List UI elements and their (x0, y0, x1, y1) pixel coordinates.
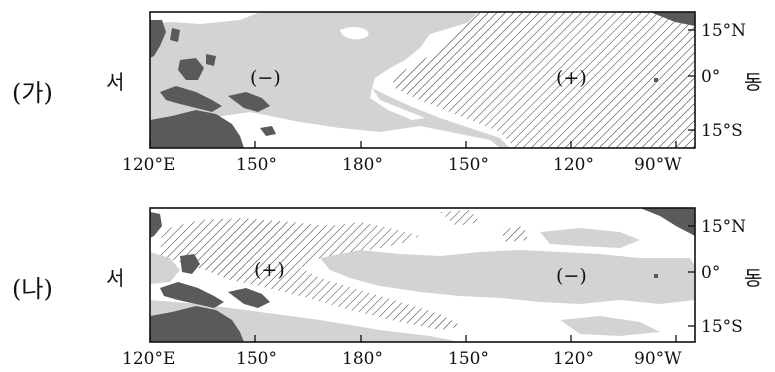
positive-anomaly-region (392, 12, 695, 148)
negative-anomaly-region (320, 250, 695, 304)
lat-tick-label: 15°S (701, 317, 743, 337)
lat-tick-label: 15°N (701, 217, 746, 237)
lon-tick-label: 90°W (634, 155, 682, 175)
lon-tick-label: 120° (553, 349, 594, 369)
east-label: 동 (744, 266, 762, 290)
lat-tick-labels: 15°N 0° 15°S (701, 217, 746, 337)
lon-tick-label: 180° (342, 155, 383, 175)
positive-anomaly-region (160, 218, 462, 330)
lat-tick-label: 0° (701, 263, 720, 283)
map-area: (+) (−) (150, 208, 695, 342)
axis-ticks (149, 225, 695, 342)
lat-tick-labels: 15°N 0° 15°S (701, 21, 746, 141)
anomaly-sign-right: (+) (556, 67, 587, 89)
lon-tick-label: 150° (448, 349, 489, 369)
east-label: 동 (744, 70, 762, 94)
lat-tick-label: 15°S (701, 121, 743, 141)
land (150, 208, 695, 342)
lon-tick-label: 180° (342, 349, 383, 369)
map-frame (149, 207, 696, 343)
panel-ga: (가) 서 동 (12, 11, 762, 175)
panel-label: (나) (12, 275, 53, 303)
map-frame (149, 11, 696, 149)
lon-tick-label: 90°W (634, 349, 682, 369)
lon-tick-labels: 120°E 150° 180° 150° 120° 90°W (122, 349, 682, 369)
anomaly-sign-left: (+) (254, 259, 285, 281)
lon-tick-labels: 120°E 150° 180° 150° 120° 90°W (122, 155, 682, 175)
lon-tick-label: 120°E (122, 155, 175, 175)
map-area: (−) (+) (150, 12, 695, 148)
lon-tick-label: 150° (236, 349, 277, 369)
west-label: 서 (106, 266, 124, 290)
lat-tick-label: 0° (701, 67, 720, 87)
lon-tick-label: 120°E (122, 349, 175, 369)
west-label: 서 (106, 70, 124, 94)
panel-na: (나) 서 동 (+) (12, 207, 762, 369)
panel-label: (가) (12, 79, 53, 107)
axis-ticks (149, 29, 695, 148)
anomaly-sign-right: (−) (556, 265, 587, 287)
lon-tick-label: 150° (448, 155, 489, 175)
land (150, 12, 695, 148)
anomaly-sign-left: (−) (250, 67, 281, 89)
lon-tick-label: 120° (553, 155, 594, 175)
lon-tick-label: 150° (236, 155, 277, 175)
lat-tick-label: 15°N (701, 21, 746, 41)
